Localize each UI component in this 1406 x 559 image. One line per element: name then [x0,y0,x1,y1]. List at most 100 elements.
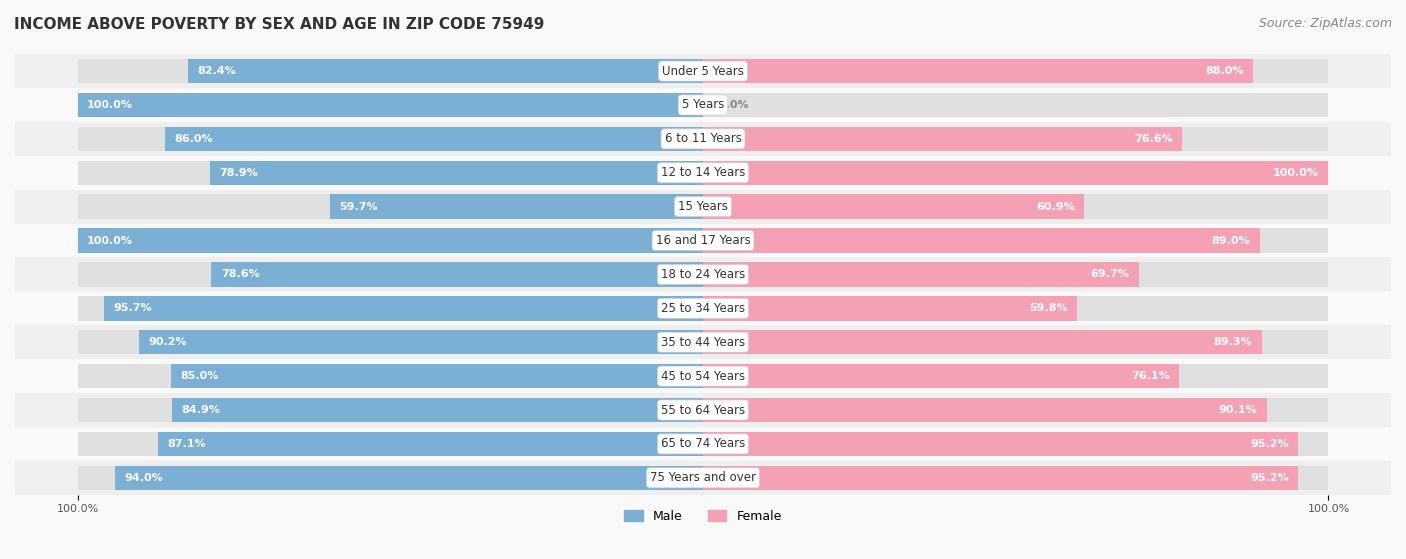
Text: 90.1%: 90.1% [1219,405,1257,415]
Text: 6 to 11 Years: 6 to 11 Years [665,132,741,145]
Bar [703,432,1329,456]
Text: 59.7%: 59.7% [339,202,378,212]
Bar [165,127,703,151]
Bar [77,228,703,253]
Text: 55 to 64 Years: 55 to 64 Years [661,404,745,416]
Text: 59.8%: 59.8% [1029,304,1067,314]
Text: Under 5 Years: Under 5 Years [662,65,744,78]
Bar [703,364,1180,389]
Bar [15,156,1391,190]
Bar [77,330,703,354]
Bar [77,262,703,287]
Bar [703,296,1329,320]
Bar [703,160,1329,185]
Text: 25 to 34 Years: 25 to 34 Years [661,302,745,315]
Bar [703,127,1182,151]
Bar [703,93,1329,117]
Bar [703,127,1329,151]
Bar [15,461,1391,495]
Text: 12 to 14 Years: 12 to 14 Years [661,166,745,179]
Text: 60.9%: 60.9% [1036,202,1074,212]
Bar [15,258,1391,291]
Text: 76.1%: 76.1% [1130,371,1170,381]
Bar [77,93,703,117]
Bar [77,364,703,389]
Text: 82.4%: 82.4% [197,66,236,76]
Bar [15,54,1391,88]
Bar [703,398,1267,422]
Bar [77,228,703,253]
Bar [172,364,703,389]
Text: 85.0%: 85.0% [181,371,219,381]
Text: 35 to 44 Years: 35 to 44 Years [661,336,745,349]
Text: 76.6%: 76.6% [1133,134,1173,144]
Bar [15,393,1391,427]
Bar [703,160,1329,185]
Bar [77,398,703,422]
Bar [703,330,1261,354]
Text: 45 to 54 Years: 45 to 54 Years [661,369,745,382]
Text: 0.0%: 0.0% [718,100,749,110]
Text: Source: ZipAtlas.com: Source: ZipAtlas.com [1258,17,1392,30]
Bar [703,262,1329,287]
Legend: Male, Female: Male, Female [619,505,787,528]
Text: 78.6%: 78.6% [221,269,260,280]
Text: 87.1%: 87.1% [167,439,207,449]
Bar [703,466,1298,490]
Text: 69.7%: 69.7% [1091,269,1129,280]
Text: 88.0%: 88.0% [1205,66,1244,76]
Bar [15,359,1391,393]
Bar [139,330,703,354]
Text: 100.0%: 100.0% [1272,168,1319,178]
Bar [703,59,1253,83]
Text: 95.2%: 95.2% [1250,439,1289,449]
Bar [77,466,703,490]
Bar [703,228,1260,253]
Text: 86.0%: 86.0% [174,134,214,144]
Bar [703,262,1139,287]
Bar [703,195,1329,219]
Bar [15,224,1391,258]
Text: 16 and 17 Years: 16 and 17 Years [655,234,751,247]
Bar [115,466,703,490]
Bar [703,466,1329,490]
Text: 100.0%: 100.0% [87,235,134,245]
Bar [77,127,703,151]
Bar [703,364,1329,389]
Bar [15,427,1391,461]
Bar [15,190,1391,224]
Bar [703,296,1077,320]
Text: 65 to 74 Years: 65 to 74 Years [661,437,745,451]
Bar [77,195,703,219]
Bar [703,195,1084,219]
Bar [172,398,703,422]
Bar [77,296,703,320]
Text: INCOME ABOVE POVERTY BY SEX AND AGE IN ZIP CODE 75949: INCOME ABOVE POVERTY BY SEX AND AGE IN Z… [14,17,544,32]
Bar [187,59,703,83]
Bar [15,325,1391,359]
Bar [104,296,703,320]
Text: 84.9%: 84.9% [181,405,221,415]
Bar [703,228,1329,253]
Text: 89.0%: 89.0% [1212,235,1250,245]
Text: 89.3%: 89.3% [1213,337,1253,347]
Bar [211,262,703,287]
Text: 5 Years: 5 Years [682,98,724,111]
Text: 18 to 24 Years: 18 to 24 Years [661,268,745,281]
Bar [209,160,703,185]
Text: 94.0%: 94.0% [125,473,163,483]
Text: 100.0%: 100.0% [87,100,134,110]
Bar [15,88,1391,122]
Text: 95.7%: 95.7% [114,304,152,314]
Bar [159,432,703,456]
Bar [77,59,703,83]
Bar [329,195,703,219]
Text: 15 Years: 15 Years [678,200,728,213]
Bar [703,398,1329,422]
Bar [703,330,1329,354]
Bar [703,432,1298,456]
Text: 75 Years and over: 75 Years and over [650,471,756,484]
Bar [77,160,703,185]
Bar [15,291,1391,325]
Bar [77,432,703,456]
